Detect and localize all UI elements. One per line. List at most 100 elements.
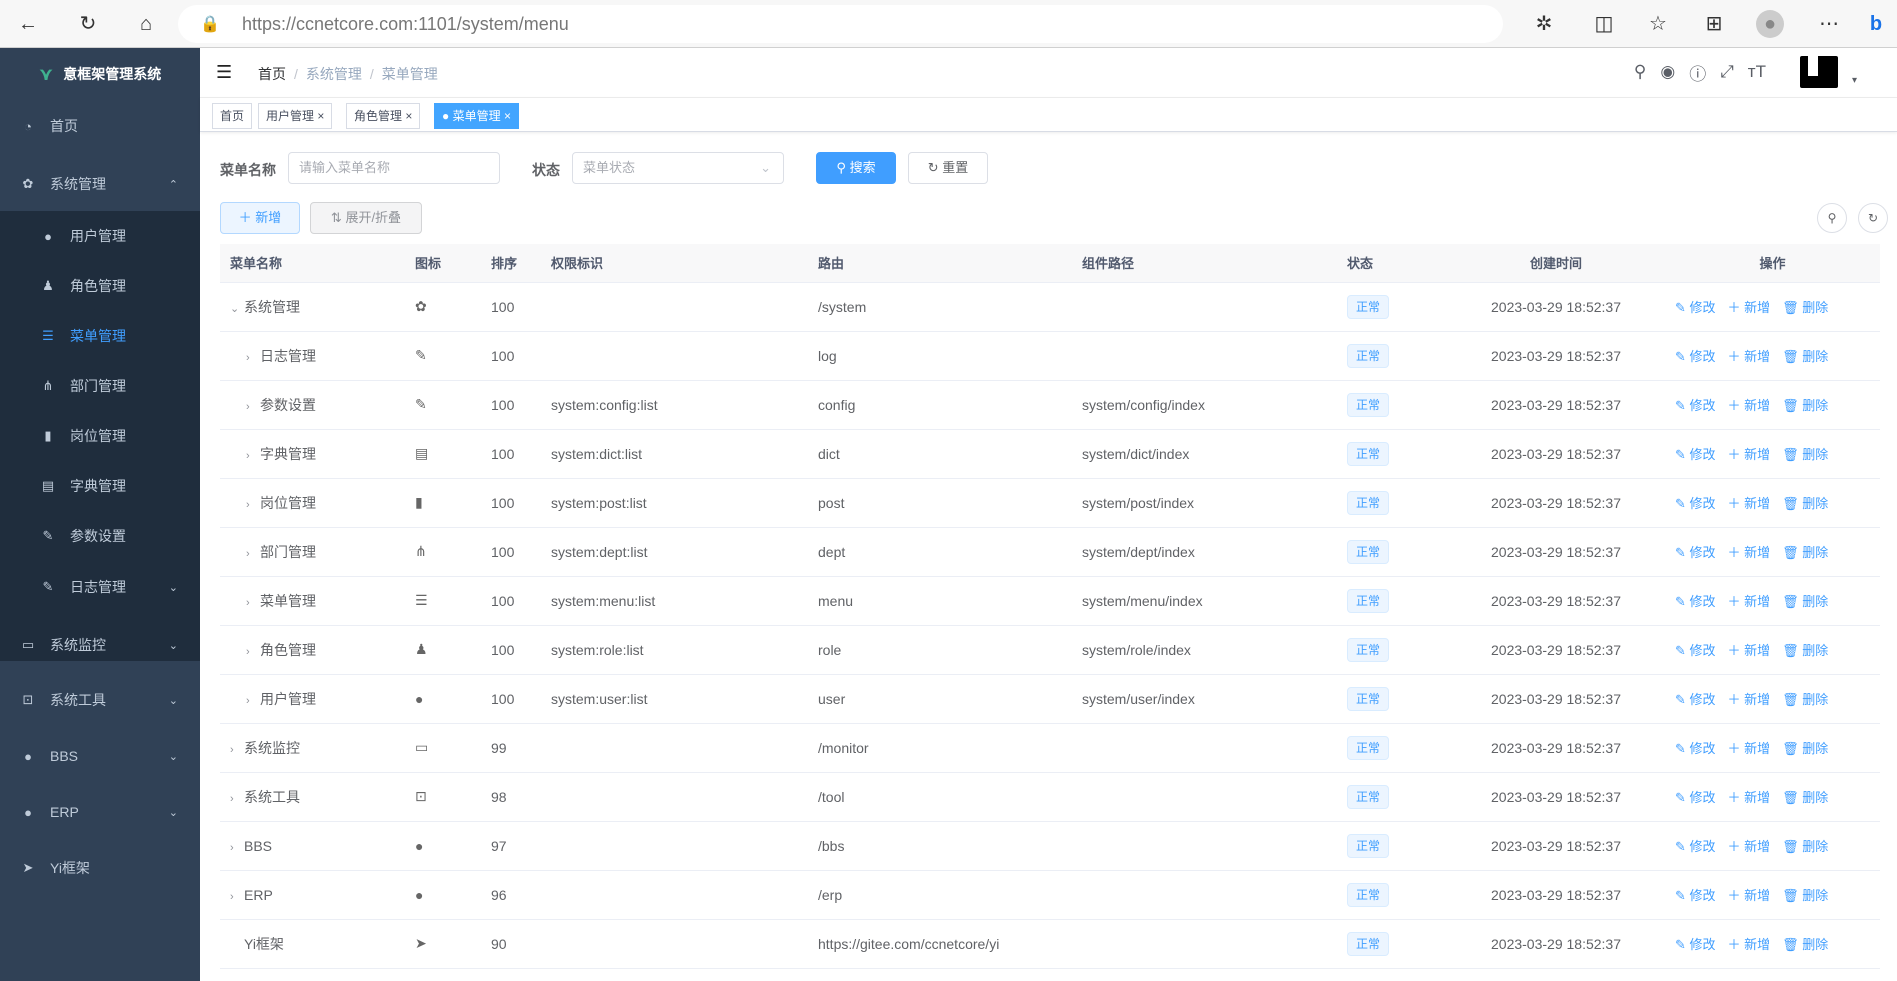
search-icon[interactable]: ⚲ bbox=[1633, 62, 1647, 81]
expand-toggle-icon[interactable]: › bbox=[246, 400, 250, 413]
delete-button[interactable]: 🗑 删除 bbox=[1782, 888, 1829, 903]
font-size-icon[interactable]: ᴛT bbox=[1747, 62, 1766, 81]
profile-icon[interactable]: ● bbox=[1756, 10, 1784, 38]
add-child-button[interactable]: ＋ 新增 bbox=[1727, 594, 1771, 609]
add-child-button[interactable]: ＋ 新增 bbox=[1727, 349, 1771, 364]
sidebar-item-1[interactable]: ✿ 系统管理 ⌃ bbox=[0, 159, 200, 209]
edit-button[interactable]: ✎ 修改 bbox=[1675, 300, 1716, 315]
expand-toggle-icon[interactable]: › bbox=[230, 743, 234, 756]
github-icon[interactable]: ◉ bbox=[1660, 62, 1676, 81]
add-child-button[interactable]: ＋ 新增 bbox=[1727, 447, 1771, 462]
add-button[interactable]: ＋ 新增 bbox=[220, 202, 300, 234]
fullscreen-icon[interactable]: ⤢ bbox=[1720, 62, 1734, 81]
delete-button[interactable]: 🗑 删除 bbox=[1782, 937, 1829, 952]
add-child-button[interactable]: ＋ 新增 bbox=[1727, 300, 1771, 315]
caret-down-icon[interactable]: ▾ bbox=[1851, 74, 1857, 86]
add-child-button[interactable]: ＋ 新增 bbox=[1727, 937, 1771, 952]
favorites-icon[interactable]: ☆ bbox=[1649, 13, 1667, 35]
sidebar-item-6[interactable]: ▮ 岗位管理 bbox=[0, 411, 200, 461]
edit-button[interactable]: ✎ 修改 bbox=[1675, 888, 1716, 903]
sidebar-item-2[interactable]: ● 用户管理 bbox=[0, 211, 200, 261]
add-child-button[interactable]: ＋ 新增 bbox=[1727, 398, 1771, 413]
expand-toggle-icon[interactable]: › bbox=[230, 841, 234, 854]
delete-button[interactable]: 🗑 删除 bbox=[1782, 594, 1829, 609]
avatar[interactable] bbox=[1799, 56, 1838, 88]
delete-button[interactable]: 🗑 删除 bbox=[1782, 545, 1829, 560]
extensions-icon[interactable]: ✲ bbox=[1535, 13, 1553, 35]
sidebar-item-5[interactable]: ⋔ 部门管理 bbox=[0, 361, 200, 411]
edit-button[interactable]: ✎ 修改 bbox=[1675, 790, 1716, 805]
expand-toggle-icon[interactable]: › bbox=[246, 449, 250, 462]
edit-button[interactable]: ✎ 修改 bbox=[1675, 839, 1716, 854]
expand-toggle-icon[interactable]: ⌄ bbox=[230, 302, 240, 315]
more-icon[interactable]: ⋯ bbox=[1819, 13, 1839, 35]
expand-toggle-icon[interactable]: › bbox=[230, 792, 234, 805]
edit-button[interactable]: ✎ 修改 bbox=[1675, 447, 1716, 462]
sidebar-item-4[interactable]: ☰ 菜单管理 bbox=[0, 311, 200, 361]
add-child-button[interactable]: ＋ 新增 bbox=[1727, 839, 1771, 854]
tag-3[interactable]: ● 菜单管理 × bbox=[434, 103, 519, 129]
split-screen-icon[interactable]: ◫ bbox=[1594, 13, 1614, 35]
add-child-button[interactable]: ＋ 新增 bbox=[1727, 790, 1771, 805]
close-icon[interactable]: × bbox=[503, 109, 511, 123]
home-icon[interactable]: ⌂ bbox=[139, 13, 153, 35]
sidebar-item-3[interactable]: ♟ 角色管理 bbox=[0, 261, 200, 311]
delete-button[interactable]: 🗑 删除 bbox=[1782, 692, 1829, 707]
address-bar[interactable]: 🔒 https://ccnetcore.com:1101/system/menu bbox=[178, 5, 1503, 43]
edit-button[interactable]: ✎ 修改 bbox=[1675, 692, 1716, 707]
expand-toggle-icon[interactable]: › bbox=[246, 596, 250, 609]
refresh-icon[interactable]: ↻ bbox=[79, 13, 97, 35]
delete-button[interactable]: 🗑 删除 bbox=[1782, 741, 1829, 756]
expand-toggle-icon[interactable]: › bbox=[246, 351, 250, 364]
edit-button[interactable]: ✎ 修改 bbox=[1675, 937, 1716, 952]
delete-button[interactable]: 🗑 删除 bbox=[1782, 643, 1829, 658]
add-child-button[interactable]: ＋ 新增 bbox=[1727, 692, 1771, 707]
collections-icon[interactable]: ⊞ bbox=[1705, 13, 1723, 35]
add-child-button[interactable]: ＋ 新增 bbox=[1727, 496, 1771, 511]
edit-button[interactable]: ✎ 修改 bbox=[1675, 594, 1716, 609]
tag-0[interactable]: 首页 bbox=[212, 103, 253, 129]
expand-collapse-button[interactable]: ⇅ 展开/折叠 bbox=[310, 202, 422, 234]
close-icon[interactable]: × bbox=[405, 109, 413, 123]
edit-button[interactable]: ✎ 修改 bbox=[1675, 496, 1716, 511]
edit-button[interactable]: ✎ 修改 bbox=[1675, 643, 1716, 658]
expand-toggle-icon[interactable]: › bbox=[246, 645, 250, 658]
delete-button[interactable]: 🗑 删除 bbox=[1782, 839, 1829, 854]
sidebar-item-9[interactable]: ✎ 日志管理 ⌄ bbox=[0, 562, 200, 612]
help-icon[interactable]: ⓘ bbox=[1689, 64, 1707, 84]
sidebar-item-13[interactable]: ● ERP ⌄ bbox=[0, 787, 200, 837]
expand-toggle-icon[interactable]: › bbox=[230, 890, 234, 903]
expand-toggle-icon[interactable]: › bbox=[246, 547, 250, 560]
edit-button[interactable]: ✎ 修改 bbox=[1675, 349, 1716, 364]
delete-button[interactable]: 🗑 删除 bbox=[1782, 300, 1829, 315]
search-button[interactable]: ⚲ 搜索 bbox=[816, 152, 896, 184]
bing-icon[interactable]: b bbox=[1869, 13, 1883, 35]
hamburger-icon[interactable]: ☰ bbox=[216, 62, 233, 82]
close-icon[interactable]: × bbox=[317, 109, 325, 123]
delete-button[interactable]: 🗑 删除 bbox=[1782, 790, 1829, 805]
delete-button[interactable]: 🗑 删除 bbox=[1782, 447, 1829, 462]
edit-button[interactable]: ✎ 修改 bbox=[1675, 398, 1716, 413]
add-child-button[interactable]: ＋ 新增 bbox=[1727, 643, 1771, 658]
back-icon[interactable]: ← bbox=[18, 13, 38, 35]
sidebar-item-11[interactable]: ⊡ 系统工具 ⌄ bbox=[0, 675, 200, 725]
delete-button[interactable]: 🗑 删除 bbox=[1782, 496, 1829, 511]
delete-button[interactable]: 🗑 删除 bbox=[1782, 349, 1829, 364]
menu-name-input[interactable]: 请输入菜单名称 bbox=[288, 152, 500, 184]
tag-2[interactable]: 角色管理 × bbox=[346, 103, 421, 129]
edit-button[interactable]: ✎ 修改 bbox=[1675, 741, 1716, 756]
add-child-button[interactable]: ＋ 新增 bbox=[1727, 741, 1771, 756]
delete-button[interactable]: 🗑 删除 bbox=[1782, 398, 1829, 413]
add-child-button[interactable]: ＋ 新增 bbox=[1727, 888, 1771, 903]
expand-toggle-icon[interactable]: › bbox=[246, 694, 250, 707]
sidebar-item-12[interactable]: ● BBS ⌄ bbox=[0, 731, 200, 781]
refresh-table-button[interactable]: ↻ bbox=[1858, 203, 1888, 233]
status-select[interactable]: 菜单状态 ⌄ bbox=[572, 152, 784, 184]
sidebar-item-14[interactable]: ➤ Yi框架 bbox=[0, 843, 200, 893]
sidebar-item-8[interactable]: ✎ 参数设置 bbox=[0, 511, 200, 561]
sidebar-item-7[interactable]: ▤ 字典管理 bbox=[0, 461, 200, 511]
sidebar-item-0[interactable]: ◔ 首页 bbox=[0, 101, 200, 151]
breadcrumb-home[interactable]: 首页 bbox=[258, 66, 286, 82]
sidebar-item-10[interactable]: ▭ 系统监控 ⌄ bbox=[0, 620, 200, 670]
add-child-button[interactable]: ＋ 新增 bbox=[1727, 545, 1771, 560]
